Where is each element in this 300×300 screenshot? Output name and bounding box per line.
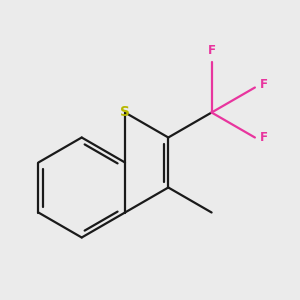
- Text: F: F: [208, 44, 216, 58]
- Text: F: F: [260, 79, 268, 92]
- Text: F: F: [260, 131, 268, 144]
- Text: S: S: [120, 106, 130, 119]
